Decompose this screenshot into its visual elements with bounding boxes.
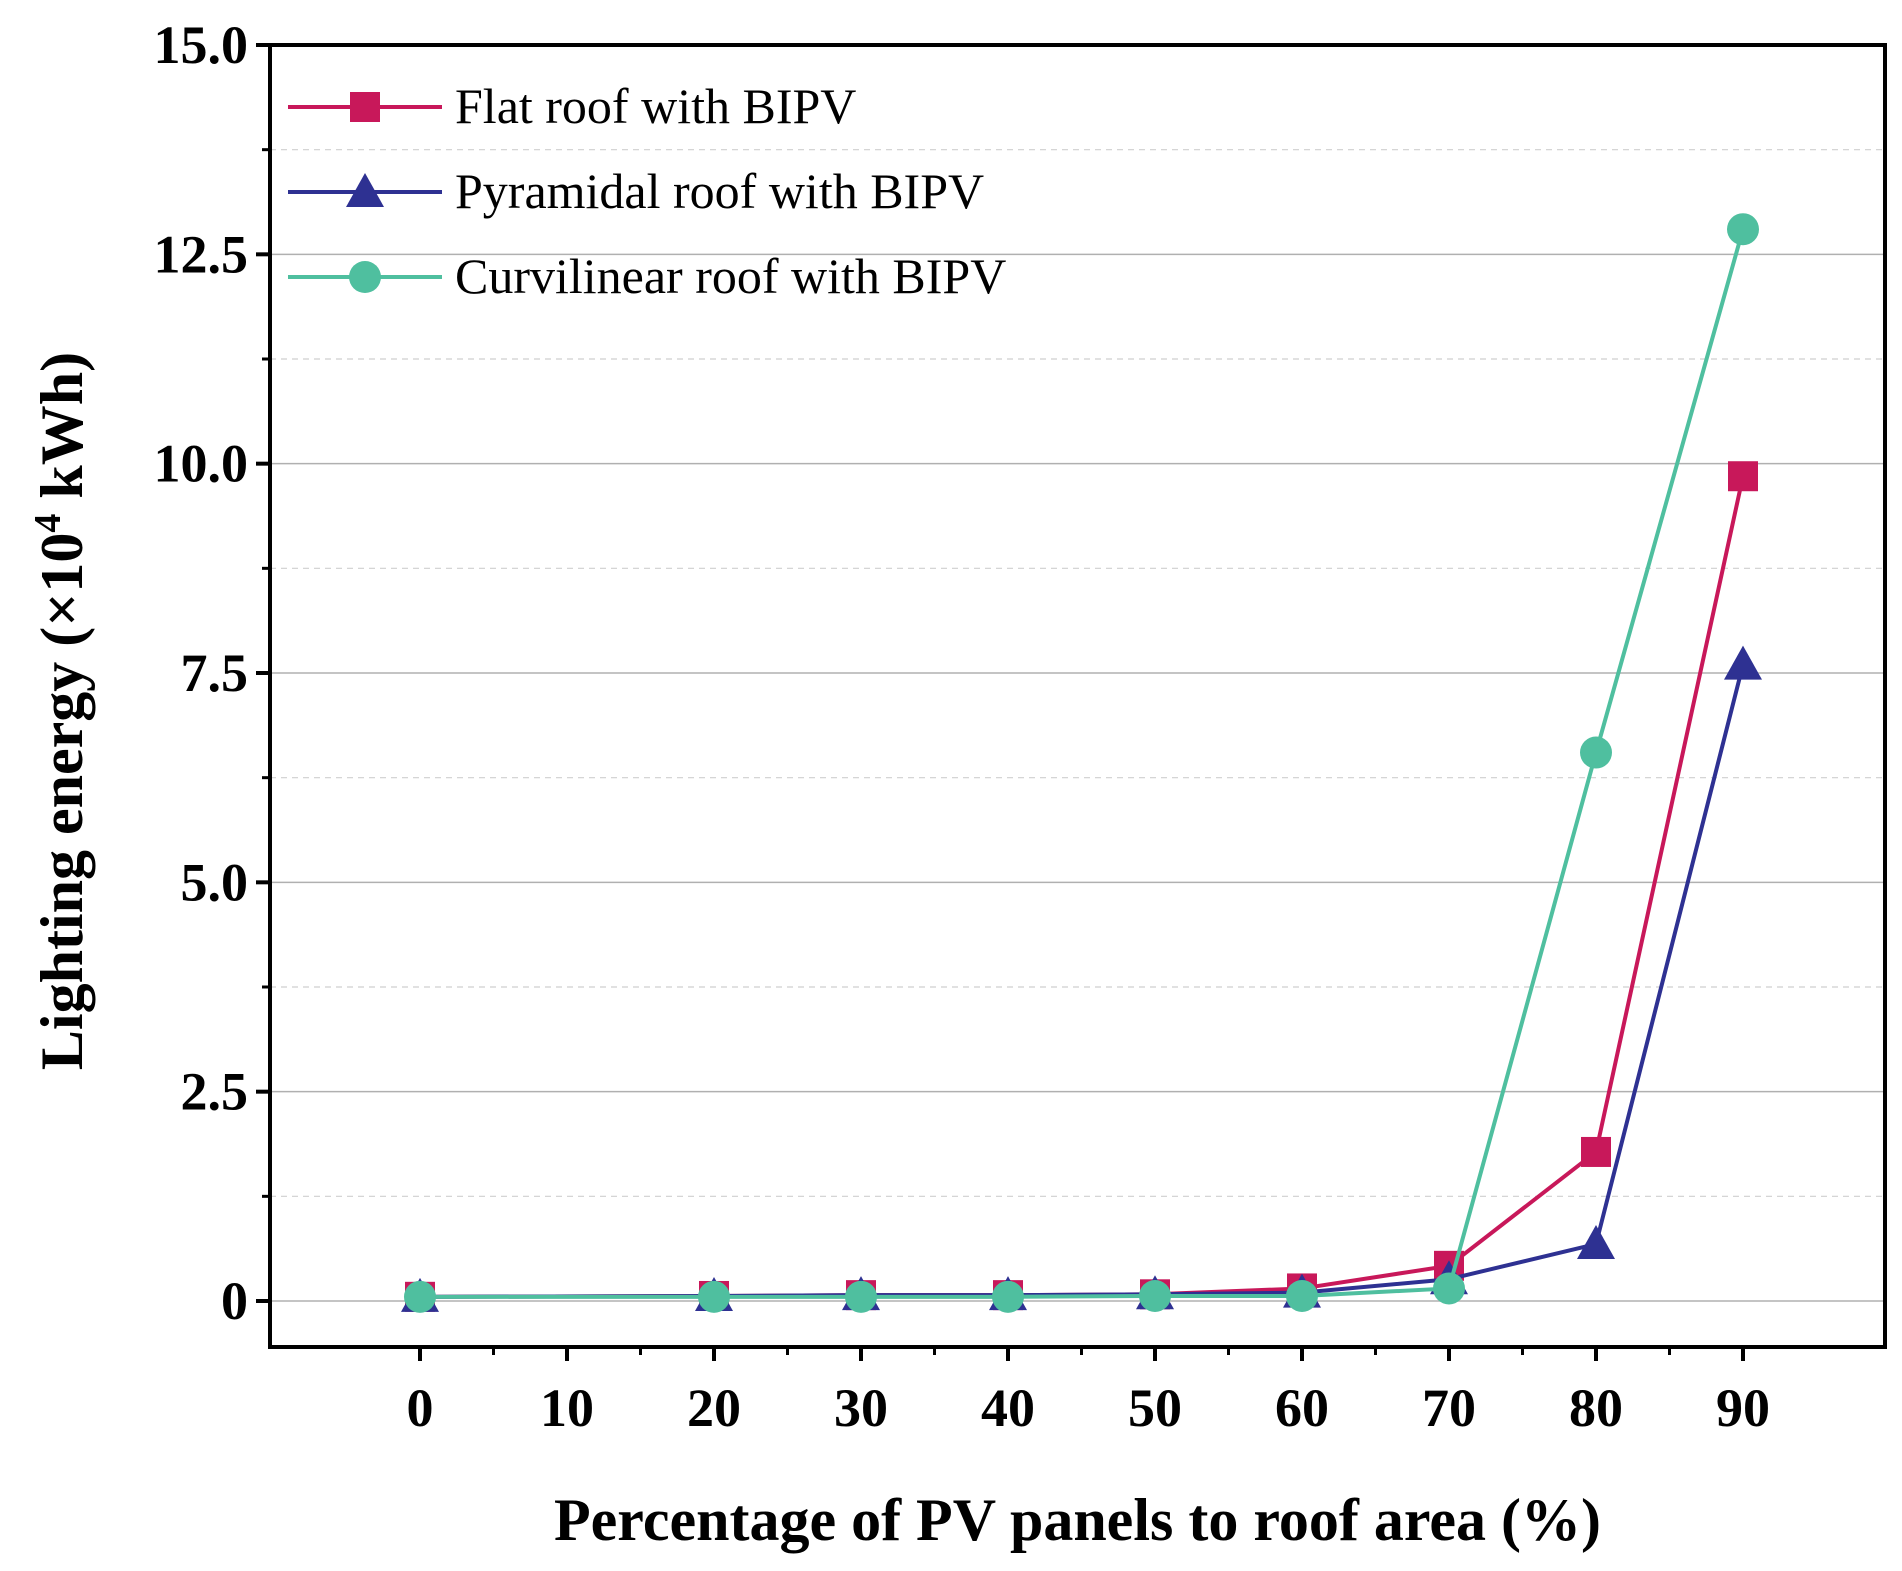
data-point — [404, 1280, 436, 1313]
legend-entry: Flat roof with BIPV — [288, 78, 856, 134]
series-3 — [404, 213, 1759, 1313]
legend-label: Curvilinear roof with BIPV — [455, 248, 1006, 304]
x-tick-label: 90 — [1716, 1378, 1770, 1438]
data-point — [1728, 461, 1758, 492]
y-tick-label: 7.5 — [181, 643, 249, 703]
data-point — [1724, 645, 1762, 680]
y-tick-label: 0 — [221, 1271, 248, 1331]
legend-marker — [349, 261, 381, 293]
data-point — [845, 1280, 877, 1313]
data-point — [1139, 1279, 1171, 1312]
data-point — [1433, 1272, 1465, 1305]
grid-lines — [270, 149, 1885, 1302]
y-tick-label: 2.5 — [181, 1062, 249, 1122]
data-point — [698, 1280, 730, 1313]
series-line — [420, 228, 1745, 1299]
data-point — [1286, 1279, 1318, 1312]
data-point — [1580, 736, 1612, 769]
legend-marker — [346, 173, 384, 207]
legend-entry: Pyramidal roof with BIPV — [288, 163, 984, 219]
legend-marker — [350, 92, 380, 122]
plot-frame — [268, 43, 1887, 1349]
y-tick-label: 10.0 — [154, 434, 249, 494]
x-tick-label: 80 — [1569, 1378, 1623, 1438]
x-tick-label: 30 — [834, 1378, 888, 1438]
axes: 0 2.5 5.0 7.5 10.0 12.5 15.0 0 10 20 30 40 50 60 70 80 9… — [154, 15, 1887, 1438]
legend: Flat roof with BIPV Pyramidal roof with B… — [288, 78, 1006, 304]
x-tick-label: 0 — [407, 1378, 434, 1438]
y-axis-title: Lighting energy (×104 kWh) — [27, 352, 95, 1070]
x-tick-label: 20 — [687, 1378, 741, 1438]
y-tick-label: 15.0 — [154, 15, 249, 75]
y-tick-label: 5.0 — [181, 852, 249, 912]
series-1 — [405, 461, 1758, 1312]
series-line — [419, 475, 1745, 1299]
series-layer — [401, 213, 1762, 1313]
x-axis-title: Percentage of PV panels to roof area (%) — [554, 1487, 1601, 1553]
x-tick-label: 40 — [981, 1378, 1035, 1438]
x-tick-label: 70 — [1422, 1378, 1476, 1438]
y-tick-label: 12.5 — [154, 224, 249, 284]
x-tick-label: 60 — [1275, 1378, 1329, 1438]
data-point — [1727, 213, 1759, 246]
x-tick-label: 10 — [540, 1378, 594, 1438]
data-point — [992, 1280, 1024, 1313]
series-line — [419, 664, 1745, 1299]
legend-entry: Curvilinear roof with BIPV — [288, 248, 1006, 304]
x-tick-label: 50 — [1128, 1378, 1182, 1438]
legend-label: Flat roof with BIPV — [455, 78, 856, 134]
data-point — [1577, 1225, 1615, 1260]
legend-label: Pyramidal roof with BIPV — [455, 163, 984, 219]
series-2 — [401, 645, 1762, 1312]
data-point — [1581, 1136, 1611, 1167]
